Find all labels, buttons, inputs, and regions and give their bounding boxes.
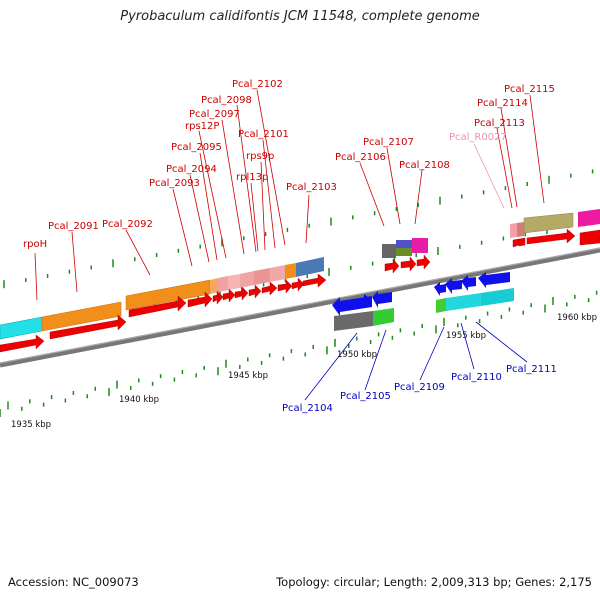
gene-label[interactable]: Pcal_2094 bbox=[166, 164, 217, 175]
gene-arrow-i[interactable] bbox=[261, 281, 278, 296]
gene-arrow-n[interactable] bbox=[400, 256, 417, 272]
gene-arrow-d[interactable] bbox=[187, 291, 213, 308]
gene-arrow-blue-left-b[interactable] bbox=[372, 291, 392, 308]
genome-backbone bbox=[0, 247, 600, 368]
gene-arrow-blue-e[interactable] bbox=[461, 275, 476, 291]
gene-arrow-k[interactable] bbox=[291, 277, 305, 292]
topology-summary: Topology: circular; Length: 2,009,313 bp… bbox=[276, 575, 592, 589]
gene-bar-gray-2105[interactable] bbox=[334, 311, 373, 331]
gene-arrow-r[interactable] bbox=[526, 228, 576, 245]
gene-features-bottom bbox=[332, 272, 514, 331]
gene-bar-khaki[interactable] bbox=[523, 212, 574, 234]
gene-label-rna[interactable]: Pcal_R0027 bbox=[449, 132, 507, 143]
gene-arrow-blue-left-a[interactable] bbox=[332, 296, 372, 316]
scale-labels: 1935 kbp 1940 kbp 1945 kbp 1950 kbp 1955… bbox=[11, 313, 597, 430]
gene-bar-pink-c[interactable] bbox=[240, 271, 254, 288]
kbp-label: 1950 kbp bbox=[337, 350, 377, 360]
gene-label[interactable]: Pcal_2111 bbox=[506, 364, 557, 375]
gene-arrow-b[interactable] bbox=[49, 314, 127, 340]
gene-bar-olive-small[interactable] bbox=[396, 248, 412, 256]
gene-label[interactable]: Pcal_2097 bbox=[189, 109, 240, 120]
gene-bar-green-2109[interactable] bbox=[436, 298, 446, 313]
gene-arrow-blue-f[interactable] bbox=[478, 272, 510, 288]
gene-bar-orange-b[interactable] bbox=[210, 278, 218, 294]
gene-arrow-m[interactable] bbox=[384, 258, 400, 274]
kbp-label: 1955 kbp bbox=[446, 331, 486, 341]
gene-label[interactable]: Pcal_2106 bbox=[335, 152, 386, 163]
gene-label[interactable]: Pcal_2113 bbox=[474, 118, 525, 129]
gene-bar-rna-pink-b[interactable] bbox=[517, 222, 524, 237]
gene-label[interactable]: Pcal_2114 bbox=[477, 98, 528, 109]
gene-label[interactable]: Pcal_2101 bbox=[238, 129, 289, 140]
gene-label[interactable]: rpl13p bbox=[236, 172, 268, 183]
gene-label[interactable]: Pcal_2098 bbox=[201, 95, 252, 106]
gene-label[interactable]: Pcal_2104 bbox=[282, 403, 333, 414]
gene-bar-gray-small[interactable] bbox=[382, 244, 396, 258]
gene-arrow-f[interactable] bbox=[222, 288, 236, 303]
gene-bar-magenta-small[interactable] bbox=[412, 238, 428, 253]
gene-label[interactable]: Pcal_2105 bbox=[340, 391, 391, 402]
gene-arrow-blue-c[interactable] bbox=[434, 282, 446, 296]
gene-arrow-j[interactable] bbox=[277, 279, 293, 294]
gene-arrow-p[interactable] bbox=[512, 238, 520, 248]
gene-label[interactable]: Pcal_2095 bbox=[171, 142, 222, 153]
gene-bar-steelblue[interactable] bbox=[296, 257, 324, 277]
gene-label[interactable]: Pcal_2092 bbox=[102, 219, 153, 230]
gene-arrow-e[interactable] bbox=[212, 290, 224, 305]
gene-bar-rna-pink[interactable] bbox=[510, 223, 517, 238]
gene-label[interactable]: Pcal_2110 bbox=[451, 372, 502, 383]
gene-arrow-h[interactable] bbox=[248, 284, 262, 299]
gene-bars-top bbox=[0, 209, 600, 340]
label-leaders-bottom bbox=[304, 321, 528, 401]
gene-label[interactable]: Pcal_2102 bbox=[232, 79, 283, 90]
gene-label[interactable]: Pcal_2091 bbox=[48, 221, 99, 232]
label-leaders-top bbox=[34, 89, 545, 301]
gene-labels-bottom: Pcal_2104 Pcal_2105 Pcal_2109 Pcal_2110 … bbox=[282, 364, 557, 414]
gene-label[interactable]: Pcal_2109 bbox=[394, 382, 445, 393]
gene-arrow-a[interactable] bbox=[0, 334, 45, 353]
gene-arrows-top bbox=[0, 228, 600, 353]
gene-label[interactable]: Pcal_2108 bbox=[399, 160, 450, 171]
gene-bar-green-2105[interactable] bbox=[373, 308, 394, 326]
gene-bar-orange-2091[interactable] bbox=[41, 301, 122, 332]
gene-label[interactable]: rpoH bbox=[23, 239, 47, 250]
gene-bar-magenta[interactable] bbox=[578, 209, 600, 227]
gene-bar-slateblue[interactable] bbox=[396, 240, 412, 248]
gene-label[interactable]: rps12P bbox=[185, 121, 219, 132]
kbp-label: 1935 kbp bbox=[11, 420, 51, 430]
gene-arrow-c[interactable] bbox=[128, 295, 187, 318]
gene-labels-top: rpoH Pcal_2091 Pcal_2092 Pcal_2093 Pcal_… bbox=[23, 79, 555, 250]
gene-arrow-blue-d[interactable] bbox=[445, 278, 462, 294]
gene-label[interactable]: rps9p bbox=[246, 151, 274, 162]
gene-bar-pink-e[interactable] bbox=[270, 265, 285, 282]
gene-arrow-l[interactable] bbox=[302, 273, 327, 288]
kbp-label: 1945 kbp bbox=[228, 371, 268, 381]
gene-label[interactable]: Pcal_2115 bbox=[504, 84, 555, 95]
gene-bar-orange-c[interactable] bbox=[285, 263, 296, 279]
gene-bar-cyan-2111[interactable] bbox=[481, 288, 514, 306]
gene-label[interactable]: Pcal_2093 bbox=[149, 178, 200, 189]
gene-bar-pink-d[interactable] bbox=[254, 268, 270, 285]
gene-arrow-o[interactable] bbox=[416, 254, 431, 270]
leader-rna bbox=[473, 143, 505, 209]
gene-arrow-s[interactable] bbox=[579, 229, 600, 246]
gene-label[interactable]: Pcal_2103 bbox=[286, 182, 337, 193]
map-title: Pyrobaculum calidifontis JCM 11548, comp… bbox=[120, 9, 480, 24]
gene-arrow-g[interactable] bbox=[234, 286, 249, 301]
gene-label[interactable]: Pcal_2107 bbox=[363, 137, 414, 148]
accession-text: Accession: NC_009073 bbox=[8, 575, 139, 589]
gene-bar-cyan-2110[interactable] bbox=[446, 293, 481, 311]
gene-arrow-q[interactable] bbox=[518, 237, 526, 247]
gene-bar-pink-a[interactable] bbox=[218, 276, 228, 292]
kbp-label: 1960 kbp bbox=[557, 313, 597, 323]
kbp-label: 1940 kbp bbox=[119, 395, 159, 405]
gene-bar-cyan[interactable] bbox=[0, 316, 43, 340]
gene-bar-pink-b[interactable] bbox=[228, 274, 240, 290]
